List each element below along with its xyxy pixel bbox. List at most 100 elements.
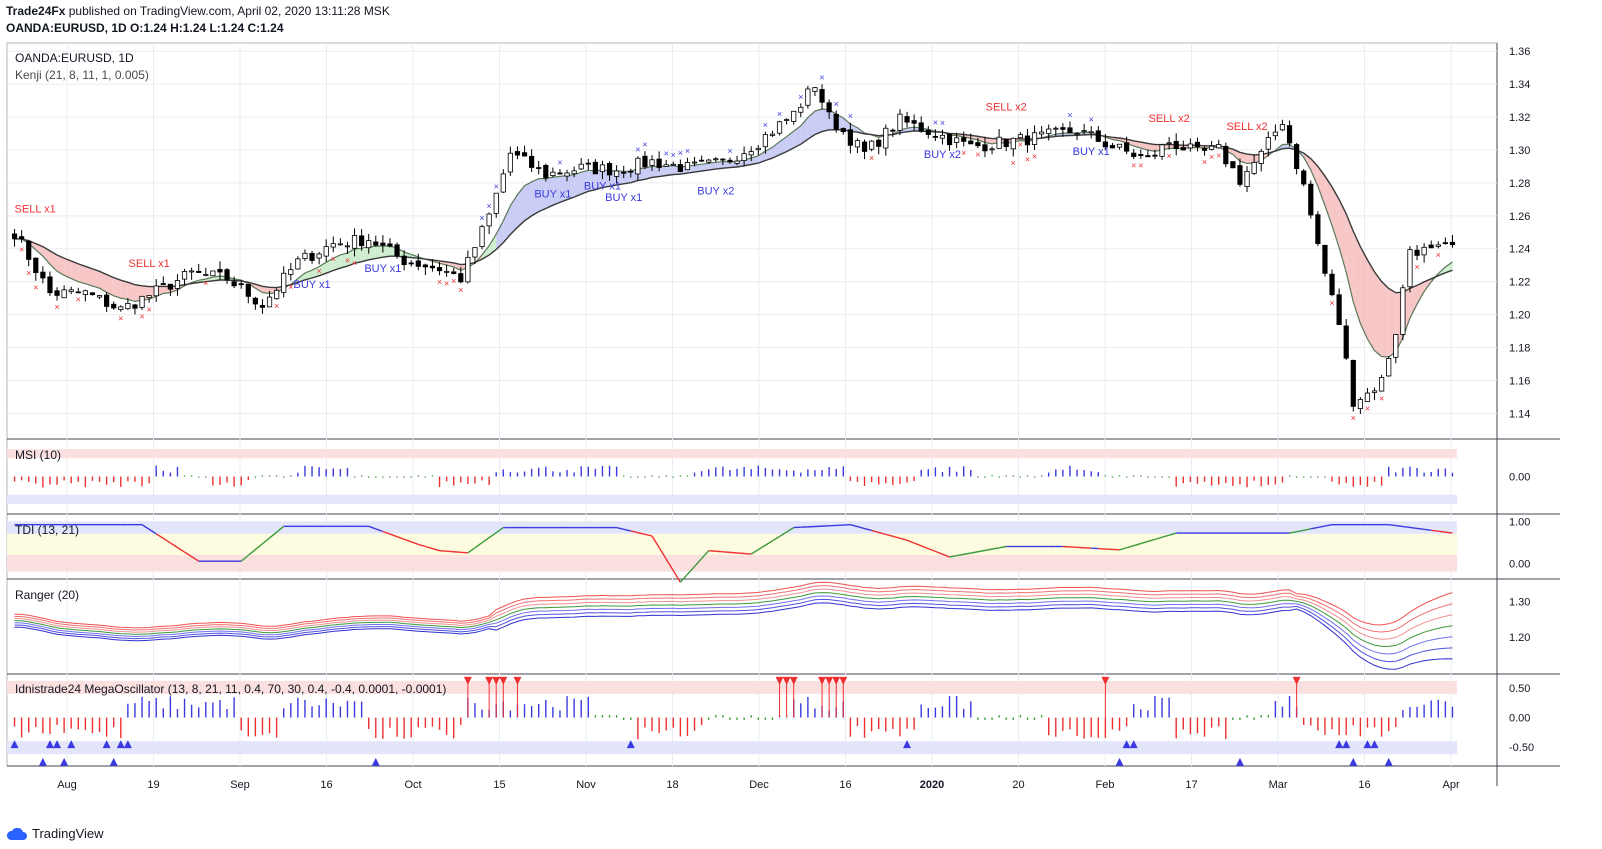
candle[interactable] [1088, 126, 1094, 139]
candle[interactable] [663, 160, 669, 167]
candle[interactable] [1003, 138, 1009, 152]
candle[interactable] [854, 138, 861, 154]
candle[interactable] [302, 249, 308, 261]
candle[interactable] [47, 271, 53, 297]
candle[interactable] [274, 288, 280, 300]
candle[interactable] [904, 111, 910, 128]
candle[interactable] [330, 236, 336, 253]
candle[interactable] [805, 85, 811, 109]
candle[interactable] [458, 267, 464, 284]
candle[interactable] [876, 138, 882, 155]
candle[interactable] [174, 274, 181, 296]
candle[interactable] [167, 283, 173, 297]
candle[interactable] [776, 120, 783, 136]
candle[interactable] [543, 163, 549, 182]
candle[interactable] [748, 146, 754, 162]
candle[interactable] [366, 233, 372, 254]
candle[interactable] [628, 168, 634, 178]
candle[interactable] [210, 270, 216, 277]
candle[interactable] [486, 212, 492, 235]
candle[interactable] [1294, 142, 1300, 175]
candle[interactable] [1201, 146, 1208, 156]
candle[interactable] [599, 160, 606, 180]
candle[interactable] [26, 239, 32, 267]
candle[interactable] [621, 165, 627, 179]
msi-pane[interactable]: 0.00 MSI (10) [7, 448, 1530, 504]
candle[interactable] [550, 167, 556, 178]
candle[interactable] [1138, 149, 1144, 159]
candle[interactable] [401, 250, 407, 271]
candle[interactable] [1435, 241, 1441, 249]
candle[interactable] [1081, 123, 1087, 135]
candle[interactable] [918, 116, 924, 133]
candle[interactable] [1442, 237, 1448, 245]
candle[interactable] [316, 251, 322, 265]
candle[interactable] [713, 157, 719, 163]
candle[interactable] [529, 149, 535, 172]
candle[interactable] [408, 260, 414, 267]
candle[interactable] [578, 158, 584, 171]
candle[interactable] [54, 287, 60, 301]
candle[interactable] [451, 267, 457, 275]
candle[interactable] [585, 158, 591, 171]
candle[interactable] [139, 295, 145, 310]
candle[interactable] [819, 84, 825, 110]
candle[interactable] [359, 229, 365, 251]
candle[interactable] [125, 298, 131, 310]
candle[interactable] [1371, 387, 1378, 401]
candle[interactable] [196, 263, 202, 274]
candle[interactable] [989, 146, 995, 155]
candle[interactable] [444, 264, 450, 277]
candle[interactable] [493, 192, 499, 218]
candle[interactable] [1230, 161, 1236, 169]
candle[interactable] [614, 165, 620, 184]
candle[interactable] [394, 242, 400, 259]
candle[interactable] [68, 286, 74, 295]
candle[interactable] [1053, 126, 1059, 136]
candle[interactable] [592, 159, 598, 175]
candle[interactable] [635, 156, 641, 181]
candle[interactable] [642, 151, 648, 170]
candle[interactable] [33, 257, 39, 281]
candle[interactable] [649, 155, 655, 171]
price-pane[interactable]: 1.36 1.34 1.32 1.30 1.28 1.26 1.24 1.22 1.20 1.18… [7, 46, 1530, 423]
candle[interactable] [351, 228, 358, 257]
candle[interactable] [344, 241, 351, 254]
candle[interactable] [1258, 148, 1264, 172]
candle[interactable] [217, 261, 223, 281]
candle[interactable] [812, 86, 818, 96]
candle[interactable] [1265, 131, 1271, 157]
candle[interactable] [1364, 387, 1371, 402]
candle[interactable] [1039, 126, 1045, 139]
candle[interactable] [189, 267, 195, 280]
candle[interactable] [507, 146, 513, 176]
candle[interactable] [1173, 133, 1179, 156]
mega-pane[interactable]: 0.50 0.00 -0.50 Idnistrade24 MegaOscillator… [7, 676, 1534, 766]
tdi-pane[interactable]: 1.00 0.00 TDI (13, 21) [7, 516, 1530, 583]
candle[interactable] [1031, 125, 1038, 150]
candle[interactable] [146, 295, 152, 303]
candle[interactable] [1067, 121, 1073, 134]
candle[interactable] [869, 140, 875, 152]
candle[interactable] [762, 131, 768, 154]
candle[interactable] [897, 109, 903, 136]
candle[interactable] [1124, 136, 1130, 155]
candle[interactable] [769, 130, 776, 137]
candle[interactable] [1116, 143, 1123, 150]
candle[interactable] [932, 129, 938, 141]
candle[interactable] [1428, 240, 1434, 249]
candle[interactable] [1407, 246, 1413, 293]
candle[interactable] [1180, 140, 1186, 151]
candle[interactable] [436, 262, 443, 276]
candle[interactable] [1244, 166, 1250, 193]
candle[interactable] [387, 238, 393, 248]
candle[interactable] [1350, 359, 1356, 412]
candle[interactable] [259, 299, 266, 314]
candle[interactable] [954, 132, 960, 149]
candle[interactable] [755, 145, 761, 156]
candle[interactable] [1131, 148, 1137, 160]
candle[interactable] [536, 160, 542, 175]
candle[interactable] [741, 146, 747, 167]
candle[interactable] [238, 280, 244, 289]
candle[interactable] [1216, 139, 1222, 149]
